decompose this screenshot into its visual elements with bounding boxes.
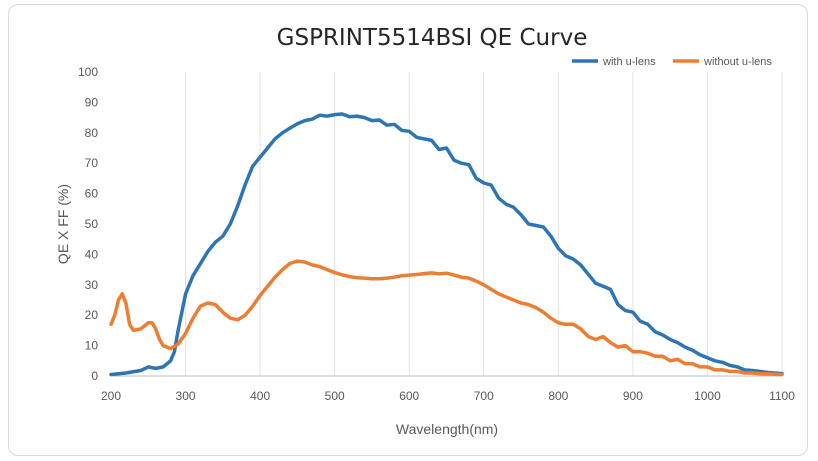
legend-label-without-u-lens: without u-lens bbox=[703, 56, 772, 68]
y-axis-label: QE X FF (%) bbox=[55, 184, 71, 264]
y-tick-50: 50 bbox=[85, 217, 99, 231]
gridlines bbox=[185, 72, 783, 376]
y-tick-30: 30 bbox=[85, 278, 99, 292]
y-tick-labels: 0 10 20 30 40 50 60 70 80 90 100 bbox=[78, 65, 98, 383]
x-tick-800: 800 bbox=[548, 389, 568, 403]
series-line-without-u-lens bbox=[109, 259, 784, 377]
x-tick-300: 300 bbox=[176, 389, 196, 403]
y-tick-70: 70 bbox=[85, 156, 99, 170]
x-tick-labels: 200 300 400 500 600 700 800 900 1000 1100 bbox=[101, 389, 795, 403]
y-tick-60: 60 bbox=[85, 187, 99, 201]
y-tick-90: 90 bbox=[85, 95, 99, 109]
chart-title: GSPRINT5514BSI QE Curve bbox=[277, 25, 588, 51]
y-tick-100: 100 bbox=[78, 65, 98, 79]
legend-label-with-u-lens: with u-lens bbox=[602, 56, 656, 68]
x-tick-500: 500 bbox=[325, 389, 345, 403]
series-line-with-u-lens bbox=[109, 112, 784, 377]
y-tick-20: 20 bbox=[85, 308, 99, 322]
y-tick-10: 10 bbox=[85, 339, 99, 353]
y-tick-80: 80 bbox=[85, 126, 99, 140]
series-lines bbox=[109, 112, 784, 377]
legend: with u-lens without u-lens bbox=[572, 56, 772, 68]
x-tick-1000: 1000 bbox=[694, 389, 721, 403]
y-tick-0: 0 bbox=[91, 369, 98, 383]
x-tick-700: 700 bbox=[474, 389, 494, 403]
x-axis-label: Wavelength(nm) bbox=[396, 421, 498, 437]
chart-card bbox=[8, 4, 808, 456]
x-tick-1100: 1100 bbox=[769, 389, 795, 403]
x-tick-600: 600 bbox=[399, 389, 419, 403]
x-tick-400: 400 bbox=[250, 389, 270, 403]
x-tick-200: 200 bbox=[101, 389, 121, 403]
x-tick-900: 900 bbox=[623, 389, 643, 403]
y-tick-40: 40 bbox=[85, 247, 99, 261]
